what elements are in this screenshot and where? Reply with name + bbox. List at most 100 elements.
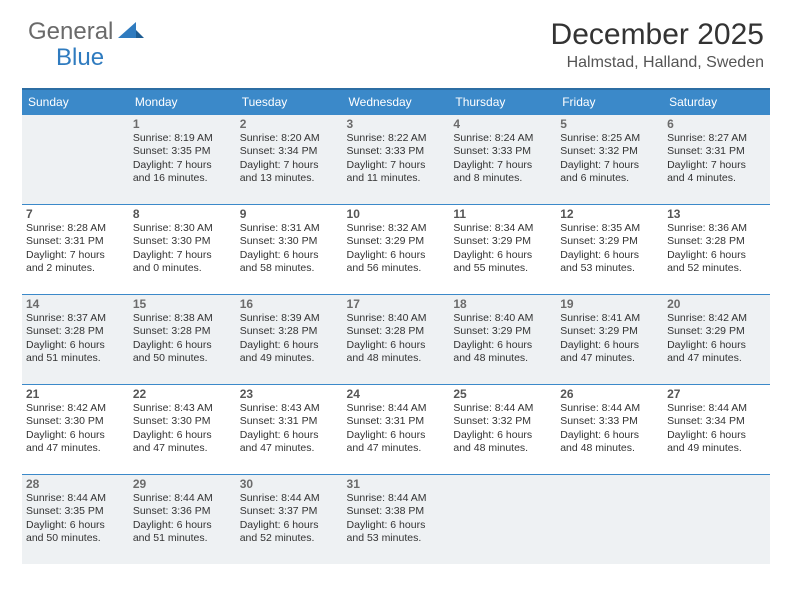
- calendar-cell: 4Sunrise: 8:24 AMSunset: 3:33 PMDaylight…: [449, 114, 556, 204]
- daylight-text: Daylight: 6 hours and 47 minutes.: [347, 429, 446, 456]
- sunset-text: Sunset: 3:31 PM: [667, 145, 766, 158]
- day-number: 26: [560, 387, 659, 401]
- sunrise-text: Sunrise: 8:19 AM: [133, 132, 232, 145]
- day-info: Sunrise: 8:19 AMSunset: 3:35 PMDaylight:…: [133, 132, 232, 186]
- sunrise-text: Sunrise: 8:39 AM: [240, 312, 339, 325]
- sunrise-text: Sunrise: 8:20 AM: [240, 132, 339, 145]
- daylight-text: Daylight: 6 hours and 49 minutes.: [240, 339, 339, 366]
- sunrise-text: Sunrise: 8:24 AM: [453, 132, 552, 145]
- sunrise-text: Sunrise: 8:37 AM: [26, 312, 125, 325]
- sunrise-text: Sunrise: 8:34 AM: [453, 222, 552, 235]
- calendar-cell: 19Sunrise: 8:41 AMSunset: 3:29 PMDayligh…: [556, 294, 663, 384]
- daylight-text: Daylight: 6 hours and 48 minutes.: [453, 429, 552, 456]
- sunrise-text: Sunrise: 8:22 AM: [347, 132, 446, 145]
- weekday-header: Saturday: [663, 89, 770, 114]
- calendar-cell: 14Sunrise: 8:37 AMSunset: 3:28 PMDayligh…: [22, 294, 129, 384]
- calendar-cell: 11Sunrise: 8:34 AMSunset: 3:29 PMDayligh…: [449, 204, 556, 294]
- day-info: Sunrise: 8:40 AMSunset: 3:29 PMDaylight:…: [453, 312, 552, 366]
- calendar-cell: [663, 474, 770, 564]
- calendar-week-row: 7Sunrise: 8:28 AMSunset: 3:31 PMDaylight…: [22, 204, 770, 294]
- daylight-text: Daylight: 6 hours and 56 minutes.: [347, 249, 446, 276]
- weekday-header: Sunday: [22, 89, 129, 114]
- day-number: 10: [347, 207, 446, 221]
- day-number: 14: [26, 297, 125, 311]
- calendar-cell: 3Sunrise: 8:22 AMSunset: 3:33 PMDaylight…: [343, 114, 450, 204]
- day-number: 23: [240, 387, 339, 401]
- day-number: 1: [133, 117, 232, 131]
- day-number: 25: [453, 387, 552, 401]
- day-info: Sunrise: 8:35 AMSunset: 3:29 PMDaylight:…: [560, 222, 659, 276]
- calendar-cell: 15Sunrise: 8:38 AMSunset: 3:28 PMDayligh…: [129, 294, 236, 384]
- sunset-text: Sunset: 3:28 PM: [133, 325, 232, 338]
- daylight-text: Daylight: 6 hours and 48 minutes.: [560, 429, 659, 456]
- daylight-text: Daylight: 6 hours and 51 minutes.: [133, 519, 232, 546]
- daylight-text: Daylight: 6 hours and 50 minutes.: [133, 339, 232, 366]
- day-info: Sunrise: 8:27 AMSunset: 3:31 PMDaylight:…: [667, 132, 766, 186]
- day-number: 13: [667, 207, 766, 221]
- sunset-text: Sunset: 3:35 PM: [133, 145, 232, 158]
- sunset-text: Sunset: 3:37 PM: [240, 505, 339, 518]
- day-info: Sunrise: 8:37 AMSunset: 3:28 PMDaylight:…: [26, 312, 125, 366]
- calendar-cell: 28Sunrise: 8:44 AMSunset: 3:35 PMDayligh…: [22, 474, 129, 564]
- calendar-cell: 10Sunrise: 8:32 AMSunset: 3:29 PMDayligh…: [343, 204, 450, 294]
- logo-triangle-icon: [118, 20, 144, 45]
- sunrise-text: Sunrise: 8:44 AM: [560, 402, 659, 415]
- day-info: Sunrise: 8:44 AMSunset: 3:32 PMDaylight:…: [453, 402, 552, 456]
- daylight-text: Daylight: 6 hours and 53 minutes.: [560, 249, 659, 276]
- day-number: 29: [133, 477, 232, 491]
- sunset-text: Sunset: 3:29 PM: [667, 325, 766, 338]
- sunrise-text: Sunrise: 8:40 AM: [453, 312, 552, 325]
- page-title: December 2025: [551, 18, 764, 52]
- sunset-text: Sunset: 3:28 PM: [26, 325, 125, 338]
- day-number: 20: [667, 297, 766, 311]
- sunset-text: Sunset: 3:29 PM: [560, 235, 659, 248]
- day-number: 24: [347, 387, 446, 401]
- calendar-cell: 31Sunrise: 8:44 AMSunset: 3:38 PMDayligh…: [343, 474, 450, 564]
- daylight-text: Daylight: 7 hours and 6 minutes.: [560, 159, 659, 186]
- day-number: 4: [453, 117, 552, 131]
- day-info: Sunrise: 8:43 AMSunset: 3:30 PMDaylight:…: [133, 402, 232, 456]
- day-info: Sunrise: 8:25 AMSunset: 3:32 PMDaylight:…: [560, 132, 659, 186]
- daylight-text: Daylight: 6 hours and 55 minutes.: [453, 249, 552, 276]
- day-number: 2: [240, 117, 339, 131]
- daylight-text: Daylight: 6 hours and 47 minutes.: [240, 429, 339, 456]
- day-number: 21: [26, 387, 125, 401]
- daylight-text: Daylight: 7 hours and 8 minutes.: [453, 159, 552, 186]
- day-info: Sunrise: 8:44 AMSunset: 3:38 PMDaylight:…: [347, 492, 446, 546]
- sunrise-text: Sunrise: 8:43 AM: [240, 402, 339, 415]
- day-info: Sunrise: 8:38 AMSunset: 3:28 PMDaylight:…: [133, 312, 232, 366]
- calendar-cell: [556, 474, 663, 564]
- calendar-cell: 20Sunrise: 8:42 AMSunset: 3:29 PMDayligh…: [663, 294, 770, 384]
- calendar-week-row: 14Sunrise: 8:37 AMSunset: 3:28 PMDayligh…: [22, 294, 770, 384]
- sunset-text: Sunset: 3:38 PM: [347, 505, 446, 518]
- day-info: Sunrise: 8:44 AMSunset: 3:35 PMDaylight:…: [26, 492, 125, 546]
- calendar-cell: 12Sunrise: 8:35 AMSunset: 3:29 PMDayligh…: [556, 204, 663, 294]
- day-number: 12: [560, 207, 659, 221]
- sunset-text: Sunset: 3:30 PM: [26, 415, 125, 428]
- daylight-text: Daylight: 7 hours and 4 minutes.: [667, 159, 766, 186]
- sunset-text: Sunset: 3:33 PM: [347, 145, 446, 158]
- day-info: Sunrise: 8:42 AMSunset: 3:30 PMDaylight:…: [26, 402, 125, 456]
- day-info: Sunrise: 8:41 AMSunset: 3:29 PMDaylight:…: [560, 312, 659, 366]
- daylight-text: Daylight: 7 hours and 13 minutes.: [240, 159, 339, 186]
- calendar-week-row: 21Sunrise: 8:42 AMSunset: 3:30 PMDayligh…: [22, 384, 770, 474]
- calendar-cell: 24Sunrise: 8:44 AMSunset: 3:31 PMDayligh…: [343, 384, 450, 474]
- sunrise-text: Sunrise: 8:27 AM: [667, 132, 766, 145]
- day-info: Sunrise: 8:44 AMSunset: 3:37 PMDaylight:…: [240, 492, 339, 546]
- day-info: Sunrise: 8:30 AMSunset: 3:30 PMDaylight:…: [133, 222, 232, 276]
- calendar-cell: 1Sunrise: 8:19 AMSunset: 3:35 PMDaylight…: [129, 114, 236, 204]
- sunrise-text: Sunrise: 8:44 AM: [240, 492, 339, 505]
- day-number: 22: [133, 387, 232, 401]
- daylight-text: Daylight: 6 hours and 48 minutes.: [453, 339, 552, 366]
- day-info: Sunrise: 8:34 AMSunset: 3:29 PMDaylight:…: [453, 222, 552, 276]
- sunset-text: Sunset: 3:35 PM: [26, 505, 125, 518]
- sunrise-text: Sunrise: 8:44 AM: [453, 402, 552, 415]
- day-info: Sunrise: 8:39 AMSunset: 3:28 PMDaylight:…: [240, 312, 339, 366]
- day-number: 31: [347, 477, 446, 491]
- sunset-text: Sunset: 3:28 PM: [240, 325, 339, 338]
- day-number: 27: [667, 387, 766, 401]
- day-number: 3: [347, 117, 446, 131]
- sunrise-text: Sunrise: 8:42 AM: [26, 402, 125, 415]
- sunset-text: Sunset: 3:32 PM: [453, 415, 552, 428]
- calendar-cell: 30Sunrise: 8:44 AMSunset: 3:37 PMDayligh…: [236, 474, 343, 564]
